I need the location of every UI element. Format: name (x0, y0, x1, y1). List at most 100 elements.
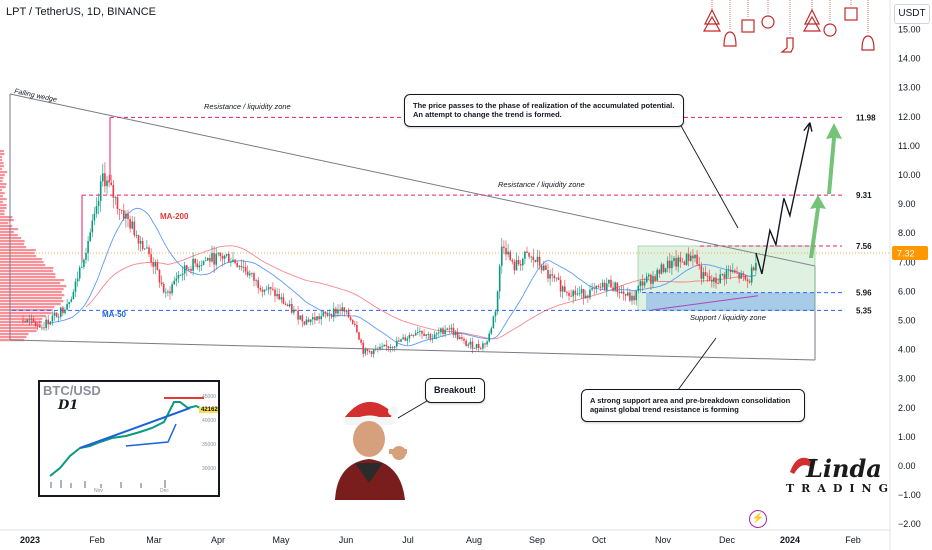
volume-profile-bar (0, 288, 64, 291)
candle-body (706, 275, 709, 277)
candle-body (698, 264, 700, 266)
currency-button[interactable]: USDT (894, 4, 930, 24)
x-tick-label: Oct (592, 535, 607, 545)
candle-body (249, 273, 251, 276)
volume-profile-bar (0, 273, 56, 276)
candle-body (624, 293, 627, 296)
candle-body (270, 287, 272, 289)
candle-body (244, 267, 247, 272)
candle-body (639, 281, 642, 286)
candle-body (408, 335, 411, 339)
candle-body (503, 246, 505, 249)
candle-body (188, 268, 190, 270)
candle-body (564, 286, 566, 292)
price-axis[interactable]: 15.00 14.00 13.00 12.00 11.00 10.00 9.00 8.00 7.… (892, 25, 928, 530)
candle-body (259, 288, 262, 290)
volume-profile-bar (0, 294, 65, 297)
candle-body (393, 346, 396, 348)
candle-body (55, 312, 58, 318)
volume-profile-bar (0, 174, 5, 177)
green-arrow-up (809, 195, 826, 258)
candle-body (666, 260, 669, 269)
symbol-title[interactable]: LPT / TetherUS, 1D, BINANCE (6, 6, 156, 18)
candle-body (253, 273, 255, 281)
time-axis[interactable]: 2023 Feb Mar Apr May Jun Jul Aug Sep Oct Nov Dec 202… (20, 535, 861, 545)
candle-body (284, 303, 287, 305)
linda-trading-logo: Linda TRADING (784, 452, 888, 500)
candle-body (498, 265, 501, 292)
volume-profile-bar (0, 180, 3, 183)
candle-body (347, 310, 350, 318)
candle-body (223, 255, 226, 259)
candle-body (662, 264, 665, 273)
volume-profile-bar (0, 183, 7, 186)
candle-body (601, 282, 604, 288)
candle-body (49, 321, 52, 325)
candle-body (490, 328, 493, 334)
candle-body (429, 334, 432, 339)
tree-ornament-icon (702, 8, 722, 32)
candle-body (627, 292, 629, 296)
candle-body (736, 272, 738, 274)
volume-profile-bar (0, 234, 18, 237)
gift-ornament-icon (741, 19, 755, 33)
candles (22, 162, 757, 358)
y-tick-label: 2.00 (898, 403, 916, 413)
candle-body (723, 274, 726, 279)
candle-body (656, 269, 658, 281)
y-tick-label: 1.00 (898, 432, 916, 442)
candle-body (123, 210, 125, 219)
candle-body (427, 334, 430, 335)
candle-body (391, 347, 394, 348)
candle-body (116, 197, 119, 210)
candle-body (471, 341, 474, 349)
candle-body (580, 289, 583, 294)
support-zone-box (646, 292, 815, 311)
candle-body (515, 260, 518, 271)
volume-profile-bar (0, 165, 5, 168)
candle-body (711, 279, 713, 282)
grid (0, 0, 891, 550)
candle-body (561, 286, 564, 292)
candle-body (95, 206, 98, 214)
candle-body (228, 253, 230, 263)
candle-body (265, 289, 268, 291)
candle-body (454, 332, 457, 336)
candle-body (358, 332, 360, 340)
candle-body (362, 342, 364, 354)
y-tick-label: 13.00 (898, 83, 921, 93)
volume-profile-bar (0, 207, 7, 210)
candle-body (202, 261, 205, 266)
candle-body (461, 337, 463, 339)
volume-profile-bar (0, 282, 61, 285)
candle-body (442, 328, 444, 334)
volume-profile-bar (0, 237, 22, 240)
candle-body (553, 275, 556, 279)
candle-body (687, 253, 690, 261)
lightning-icon[interactable]: ⚡ (749, 510, 767, 528)
candle-body (677, 257, 679, 267)
volume-profile-bar (0, 213, 5, 216)
candle-body (618, 292, 621, 294)
x-tick-label: Nov (655, 535, 672, 545)
candle-body (354, 323, 356, 325)
candle-body (282, 297, 285, 304)
candle-body (513, 261, 516, 271)
candle-body (74, 281, 77, 292)
volume-profile-bar (0, 258, 43, 261)
candle-body (652, 276, 654, 284)
y-tick-label: 4.00 (898, 345, 916, 355)
candle-body (595, 285, 598, 289)
y-tick-label: 5.00 (898, 316, 916, 326)
candle-body (725, 270, 728, 279)
candle-body (448, 328, 451, 330)
candle-body (414, 332, 417, 336)
candle-body (467, 344, 469, 346)
candle-body (568, 292, 570, 296)
candle-body (729, 269, 732, 272)
candle-body (312, 317, 314, 320)
candle-body (156, 262, 159, 270)
candle-body (173, 280, 175, 285)
candle-body (261, 289, 264, 292)
